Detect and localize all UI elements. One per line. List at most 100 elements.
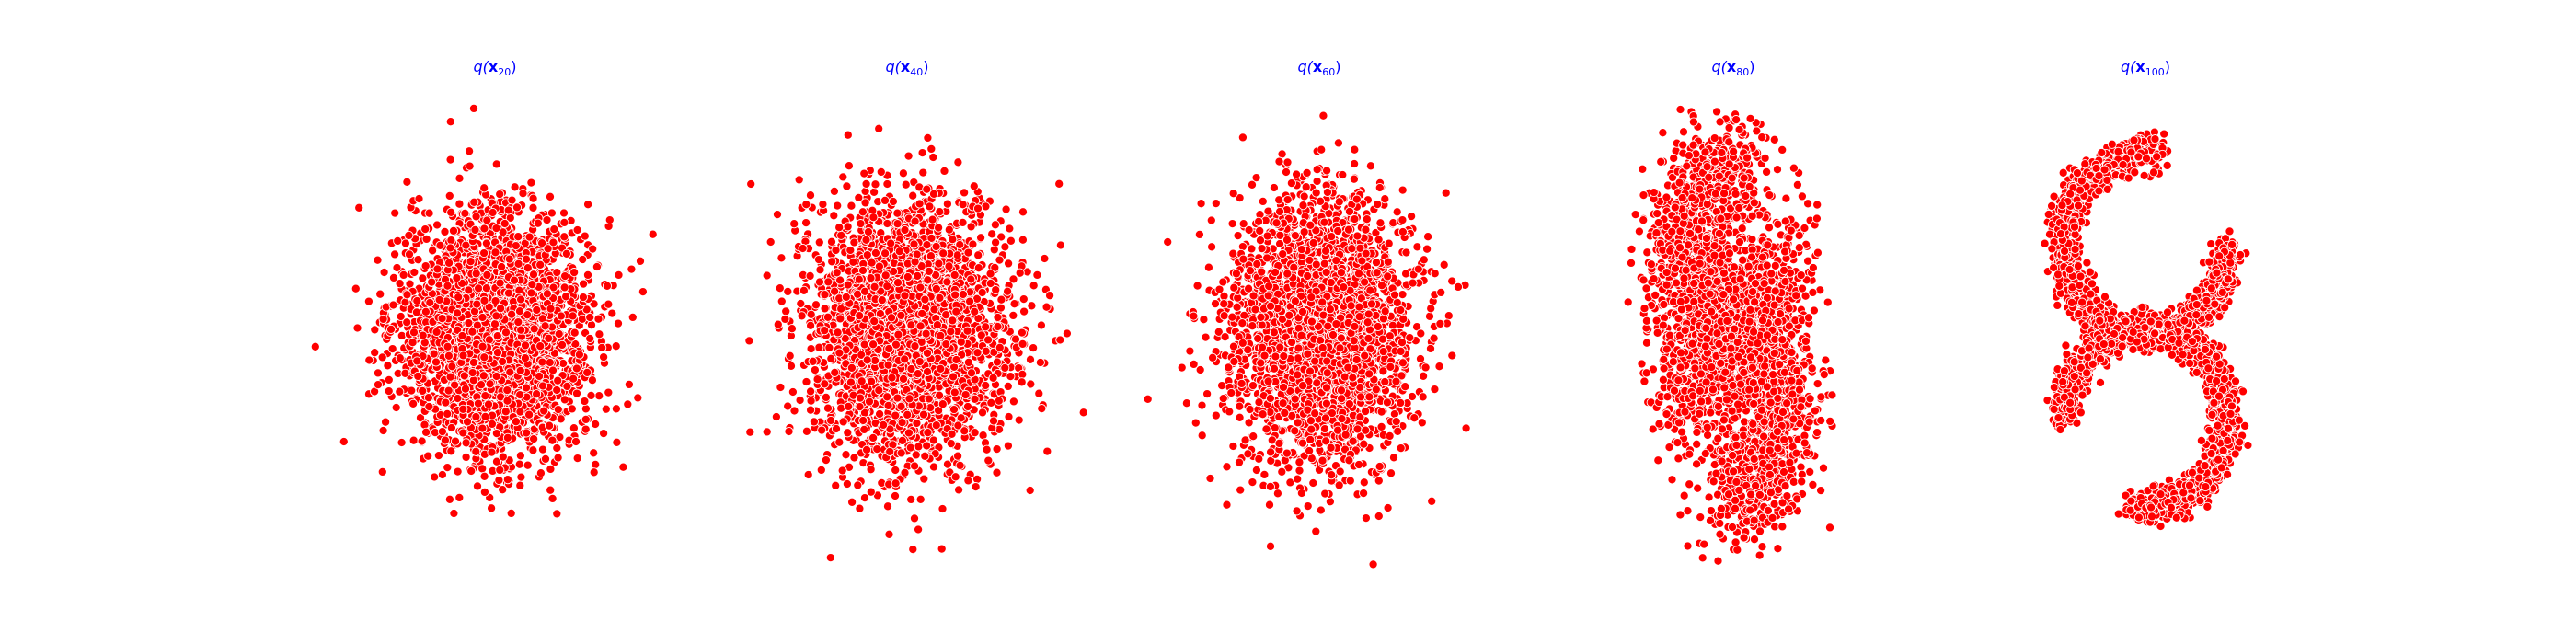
- data-point: [477, 423, 488, 433]
- data-point: [408, 328, 420, 338]
- data-point: [526, 288, 536, 298]
- data-point: [458, 404, 468, 414]
- data-point: [578, 293, 588, 303]
- data-point: [384, 374, 394, 385]
- data-point: [546, 208, 557, 218]
- data-point: [869, 187, 880, 197]
- data-point: [417, 436, 427, 446]
- data-point: [535, 259, 546, 270]
- data-point: [592, 261, 602, 272]
- data-point: [585, 312, 595, 323]
- data-point: [866, 487, 876, 497]
- data-point: [890, 490, 901, 501]
- data-point: [824, 342, 834, 352]
- data-point: [454, 293, 464, 303]
- data-point: [412, 356, 422, 366]
- data-point: [1034, 388, 1044, 398]
- data-point: [498, 356, 508, 367]
- data-point: [487, 503, 497, 513]
- data-point: [351, 283, 361, 293]
- data-point: [445, 372, 455, 382]
- data-point: [431, 357, 442, 367]
- data-point: [571, 388, 582, 398]
- data-point: [484, 335, 494, 345]
- data-point: [546, 304, 556, 314]
- data-point: [831, 480, 841, 490]
- data-point: [398, 270, 408, 280]
- data-point: [467, 368, 477, 378]
- data-point: [445, 155, 455, 165]
- data-point: [479, 224, 489, 234]
- data-point: [544, 333, 554, 343]
- data-point: [1018, 369, 1028, 379]
- data-point: [479, 487, 489, 497]
- data-point: [418, 385, 428, 396]
- data-point: [498, 452, 508, 462]
- data-point: [407, 385, 417, 396]
- data-point: [537, 357, 547, 367]
- data-point: [339, 436, 349, 447]
- data-point: [841, 450, 851, 460]
- data-point: [481, 283, 491, 293]
- data-point: [528, 445, 538, 455]
- data-point: [843, 428, 853, 438]
- data-point: [514, 306, 525, 316]
- data-point: [443, 351, 454, 361]
- data-point: [1008, 310, 1018, 320]
- data-point: [581, 414, 591, 424]
- data-point: [427, 277, 437, 287]
- data-point: [354, 202, 364, 213]
- data-point: [448, 225, 459, 236]
- data-point: [559, 217, 569, 227]
- data-point: [471, 411, 481, 422]
- data-point: [553, 375, 563, 385]
- data-point: [1001, 204, 1011, 214]
- data-point: [524, 232, 535, 242]
- data-point: [373, 255, 383, 265]
- data-point: [418, 330, 428, 340]
- data-point: [459, 371, 469, 381]
- data-point: [474, 283, 484, 293]
- data-point: [604, 215, 615, 225]
- data-point: [568, 311, 578, 321]
- data-point: [491, 159, 501, 169]
- data-point: [744, 336, 754, 346]
- data-point: [785, 351, 795, 361]
- data-point: [571, 363, 581, 374]
- data-point: [445, 243, 455, 253]
- data-point: [589, 448, 599, 458]
- data-point: [515, 480, 525, 490]
- data-point: [483, 399, 494, 409]
- data-point: [375, 289, 385, 299]
- data-point: [604, 299, 614, 309]
- data-point: [545, 357, 555, 368]
- data-point: [432, 220, 443, 230]
- data-point: [444, 258, 454, 268]
- data-point: [587, 375, 597, 385]
- data-point: [489, 319, 500, 329]
- data-point: [502, 475, 512, 485]
- data-point: [638, 287, 648, 297]
- data-point: [813, 255, 824, 265]
- data-point: [521, 254, 532, 264]
- data-point: [1005, 224, 1015, 234]
- data-point: [467, 327, 477, 337]
- data-point: [408, 338, 418, 348]
- data-point: [633, 393, 643, 403]
- data-point: [540, 321, 550, 331]
- data-point: [529, 324, 539, 334]
- data-point: [488, 207, 498, 218]
- data-point: [377, 352, 387, 362]
- data-point: [500, 218, 510, 229]
- data-point: [926, 144, 937, 154]
- data-point: [1062, 328, 1072, 339]
- data-point: [547, 435, 558, 445]
- data-point: [473, 398, 483, 408]
- data-point: [504, 254, 514, 264]
- data-point: [953, 451, 963, 461]
- data-point: [806, 344, 816, 354]
- data-point: [1055, 335, 1065, 345]
- data-point: [849, 237, 859, 247]
- data-point: [572, 454, 582, 464]
- data-point: [919, 474, 929, 484]
